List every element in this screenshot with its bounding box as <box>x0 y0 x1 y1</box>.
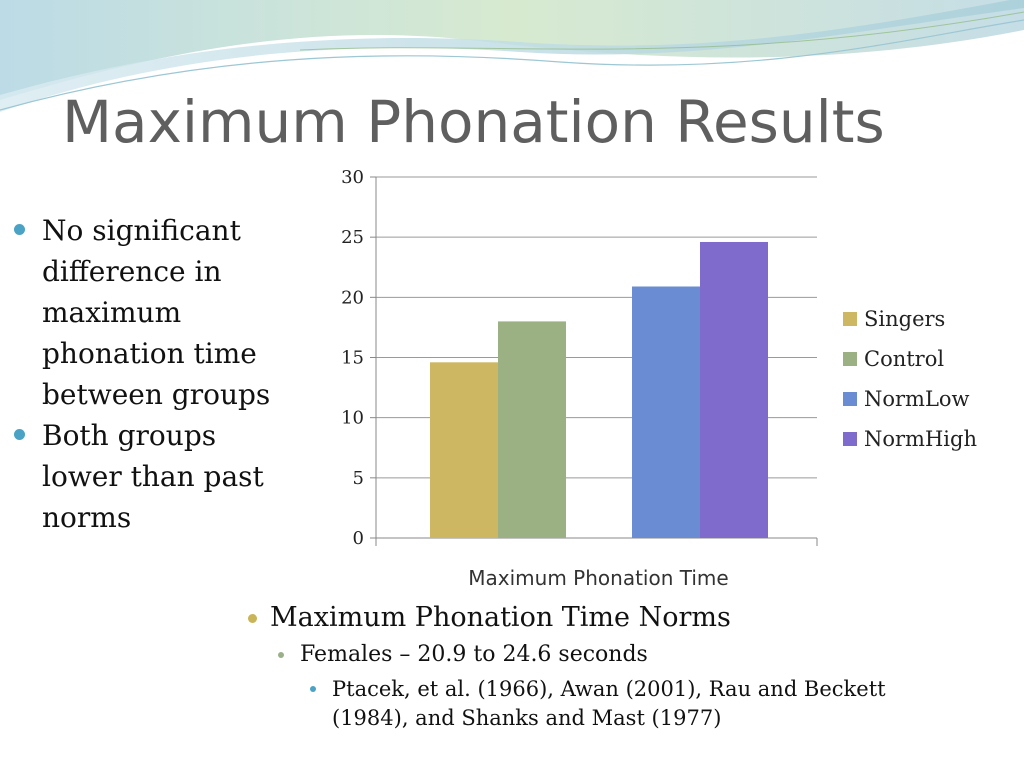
legend-label: Singers <box>864 307 945 331</box>
bullet-dot-icon <box>310 686 316 692</box>
bar-group <box>430 241 768 538</box>
bullet-text: No significant difference in maximum pho… <box>42 214 271 411</box>
bar-chart: 0 5 10 15 20 25 30 Maximum Phonation Time Sing… <box>341 167 977 590</box>
bullet-dot-icon <box>14 429 25 440</box>
y-tick-label: 25 <box>341 227 364 248</box>
x-axis <box>375 538 818 546</box>
legend-swatch <box>843 352 857 366</box>
y-tick-label: 30 <box>341 167 364 188</box>
bar-normhigh <box>700 241 768 538</box>
bullet-list: No significant difference in maximum pho… <box>12 210 292 538</box>
legend-swatch <box>843 392 857 406</box>
legend-label: NormHigh <box>864 427 977 451</box>
notes-level3: Ptacek, et al. (1966), Awan (2001), Rau … <box>302 675 960 733</box>
bullet-dot-icon <box>248 614 257 623</box>
notes-level2: Females – 20.9 to 24.6 seconds <box>270 640 960 670</box>
slide-title: Maximum Phonation Results <box>62 88 885 156</box>
legend: Singers Control NormLow NormHigh <box>843 307 977 451</box>
bullet-dot-icon <box>14 224 25 235</box>
legend-swatch <box>843 432 857 446</box>
header-swoosh-decoration <box>0 0 1024 112</box>
y-tick-label: 5 <box>353 468 364 489</box>
norms-notes: Maximum Phonation Time Norms Females – 2… <box>240 600 960 733</box>
y-tick-label: 20 <box>341 287 364 308</box>
legend-label: Control <box>864 347 944 371</box>
bullet-item: No significant difference in maximum pho… <box>12 210 292 415</box>
x-axis-label: Maximum Phonation Time <box>468 566 728 590</box>
bullet-text: Both groups lower than past norms <box>42 419 264 534</box>
y-tick-label: 15 <box>341 348 364 369</box>
bullet-dot-icon <box>278 652 284 658</box>
bullet-item: Both groups lower than past norms <box>12 415 292 538</box>
y-tick-label: 0 <box>353 528 364 549</box>
notes-level3-text: Ptacek, et al. (1966), Awan (2001), Rau … <box>332 677 886 730</box>
notes-level1-text: Maximum Phonation Time Norms <box>270 602 731 633</box>
bar-normlow <box>632 286 700 538</box>
legend-swatch <box>843 312 857 326</box>
notes-level1: Maximum Phonation Time Norms <box>240 600 960 636</box>
notes-level2-text: Females – 20.9 to 24.6 seconds <box>300 642 648 667</box>
bar-singers <box>430 362 498 538</box>
bar-control <box>498 321 566 538</box>
y-axis: 0 5 10 15 20 25 30 <box>341 167 377 549</box>
y-tick-label: 10 <box>341 408 364 429</box>
legend-label: NormLow <box>864 387 970 411</box>
